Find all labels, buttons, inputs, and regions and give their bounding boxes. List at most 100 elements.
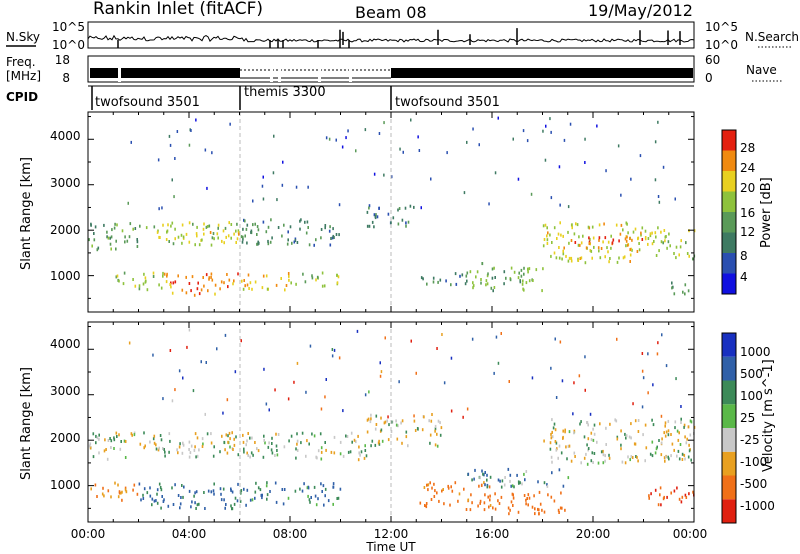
data-cell: [507, 467, 510, 471]
data-cell: [295, 447, 297, 451]
data-cell: [525, 281, 528, 285]
data-cell: [368, 206, 370, 210]
data-cell: [579, 422, 581, 426]
data-cell: [507, 506, 510, 510]
data-cell: [485, 283, 487, 287]
data-cell: [537, 507, 539, 511]
noise-cell: [335, 138, 337, 142]
data-cell: [649, 452, 652, 456]
noise-cell: [430, 177, 432, 181]
data-cell: [110, 446, 112, 449]
data-cell: [129, 222, 132, 226]
data-cell: [563, 246, 565, 250]
data-cell: [296, 241, 299, 244]
noise-cell: [466, 140, 468, 144]
data-cell: [211, 236, 214, 240]
data-cell: [642, 433, 644, 437]
data-cell: [650, 492, 652, 496]
data-cell: [159, 434, 162, 437]
cpid-segment-3: twofsound 3501: [395, 95, 500, 110]
data-cell: [624, 461, 627, 465]
data-cell: [324, 441, 326, 444]
noise-cell: [620, 193, 622, 197]
data-cell: [568, 430, 571, 434]
data-cell: [487, 495, 489, 499]
data-cell: [254, 441, 256, 444]
data-cell: [602, 240, 604, 244]
data-cell: [336, 497, 338, 500]
noise-cell: [508, 380, 510, 383]
data-cell: [180, 496, 182, 499]
data-cell: [436, 491, 438, 495]
data-cell: [397, 222, 400, 226]
data-cell: [476, 270, 479, 274]
noise-cell: [342, 409, 344, 413]
data-cell: [246, 451, 248, 455]
data-cell: [477, 504, 479, 508]
data-cell: [687, 455, 690, 459]
noise-cell: [450, 356, 453, 360]
noise-cell: [127, 201, 129, 205]
data-cell: [427, 488, 429, 492]
data-cell: [538, 490, 541, 494]
data-cell: [637, 430, 640, 433]
data-cell: [155, 443, 157, 447]
data-cell: [96, 495, 98, 498]
data-cell: [458, 492, 461, 496]
data-cell: [156, 488, 159, 492]
data-cell: [177, 494, 180, 497]
data-cell: [207, 489, 210, 493]
data-cell: [120, 491, 122, 495]
data-cell: [523, 266, 525, 270]
data-cell: [283, 223, 285, 227]
data-cell: [493, 286, 496, 289]
data-cell: [398, 207, 401, 210]
data-cell: [143, 446, 145, 450]
data-cell: [538, 512, 540, 516]
data-cell: [195, 507, 197, 510]
data-cell: [252, 453, 254, 457]
data-cell: [374, 215, 377, 218]
data-cell: [404, 206, 407, 210]
data-cell: [182, 235, 185, 239]
freq-gap-4: [349, 68, 352, 82]
data-cell: [622, 228, 624, 232]
data-cell: [610, 234, 612, 238]
power-ylabel: Slant Range [km]: [19, 157, 34, 270]
data-cell: [217, 223, 220, 227]
data-cell: [629, 237, 631, 240]
data-cell: [315, 278, 317, 282]
data-cell: [621, 460, 624, 464]
data-cell: [265, 230, 268, 234]
data-cell: [254, 490, 257, 494]
data-cell: [533, 494, 535, 498]
data-cell: [618, 256, 620, 260]
data-cell: [604, 255, 606, 259]
data-cell: [106, 457, 109, 461]
data-cell: [200, 288, 203, 292]
data-cell: [365, 454, 368, 458]
data-cell: [91, 244, 93, 248]
data-cell: [687, 289, 690, 293]
data-cell: [332, 227, 334, 231]
data-cell: [560, 233, 562, 237]
data-cell: [489, 504, 492, 507]
data-cell: [321, 284, 324, 288]
data-cell: [235, 229, 237, 233]
data-cell: [664, 434, 667, 438]
data-cell: [205, 225, 208, 229]
data-cell: [250, 230, 252, 234]
data-cell: [547, 493, 549, 497]
data-cell: [324, 487, 327, 491]
data-cell: [368, 204, 371, 208]
power-cbar-tick-16: 16: [740, 206, 755, 220]
data-cell: [251, 287, 253, 291]
data-cell: [228, 221, 230, 225]
data-cell: [676, 429, 679, 433]
data-cell: [597, 461, 600, 465]
data-cell: [171, 291, 174, 295]
data-cell: [122, 282, 125, 286]
power-cbar-tick-4: 4: [740, 270, 748, 284]
noise-cell: [641, 369, 644, 373]
data-cell: [167, 223, 169, 227]
